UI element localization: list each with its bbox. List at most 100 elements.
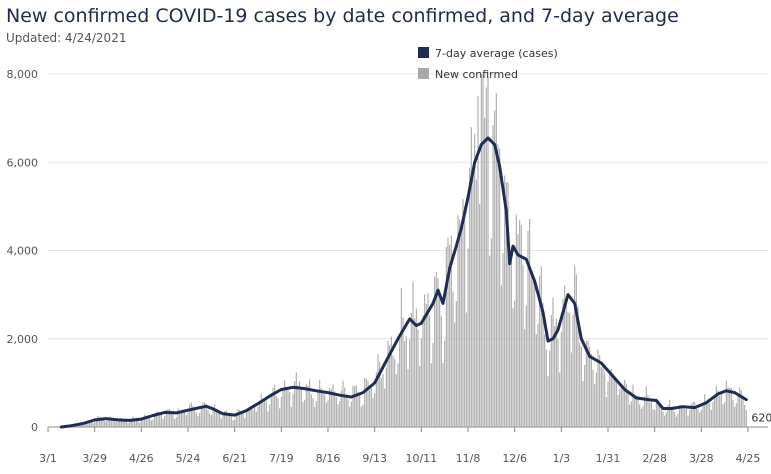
bar-new-confirmed <box>307 385 309 427</box>
x-tick-label: 12/6 <box>502 452 527 465</box>
bar-new-confirmed <box>360 406 362 427</box>
bar-new-confirmed <box>214 404 216 427</box>
bar-new-confirmed <box>450 235 452 427</box>
bar-new-confirmed <box>604 372 606 427</box>
bar-new-confirmed <box>714 395 716 427</box>
x-tick-label: 5/24 <box>176 452 201 465</box>
bar-new-confirmed <box>289 392 291 427</box>
bar-new-confirmed <box>389 345 391 427</box>
bar-new-confirmed <box>590 353 592 427</box>
bar-new-confirmed <box>212 406 214 427</box>
bar-new-confirmed <box>527 230 529 427</box>
bar-new-confirmed <box>259 401 261 427</box>
bar-new-confirmed <box>300 388 302 427</box>
bar-new-confirmed <box>659 403 661 427</box>
bar-new-confirmed <box>275 395 277 427</box>
y-tick-label: 6,000 <box>7 156 39 169</box>
bar-new-confirmed <box>315 401 317 427</box>
bar-new-confirmed <box>737 395 739 427</box>
bar-new-confirmed <box>294 381 296 427</box>
bar-new-confirmed <box>502 253 504 427</box>
bar-new-confirmed <box>392 355 394 427</box>
bar-new-confirmed <box>455 301 457 427</box>
bar-new-confirmed <box>145 415 147 427</box>
bar-new-confirmed <box>117 421 119 427</box>
bar-new-confirmed <box>442 363 444 427</box>
bar-new-confirmed <box>655 398 657 427</box>
bar-new-confirmed <box>627 390 629 427</box>
bar-new-confirmed <box>114 420 116 427</box>
bar-new-confirmed <box>459 219 461 427</box>
bar-new-confirmed <box>199 412 201 427</box>
bar-new-confirmed <box>352 385 354 427</box>
bar-new-confirmed <box>469 167 471 427</box>
bar-new-confirmed <box>514 300 516 427</box>
bar-new-confirmed <box>504 175 506 427</box>
bar-new-confirmed <box>500 285 502 427</box>
bar-new-confirmed <box>217 413 219 427</box>
bar-new-confirmed <box>740 390 742 427</box>
bar-new-confirmed <box>119 419 121 427</box>
bar-new-confirmed <box>170 412 172 427</box>
bar-new-confirmed <box>285 389 287 427</box>
bar-new-confirmed <box>632 384 634 427</box>
bar-new-confirmed <box>414 318 416 427</box>
bar-new-confirmed <box>202 402 204 427</box>
bar-new-confirmed <box>100 420 102 427</box>
bar-new-confirmed <box>252 409 254 427</box>
bar-new-confirmed <box>732 399 734 427</box>
bar-new-confirmed <box>282 388 284 427</box>
bar-new-confirmed <box>400 287 402 427</box>
bar-new-confirmed <box>179 410 181 427</box>
bar-new-confirmed <box>80 424 82 427</box>
bar-new-confirmed <box>219 411 221 427</box>
bar-new-confirmed <box>142 417 144 427</box>
bar-new-confirmed <box>427 293 429 427</box>
x-tick-label: 10/11 <box>405 452 437 465</box>
bar-new-confirmed <box>517 234 519 427</box>
bar-new-confirmed <box>382 374 384 427</box>
bar-new-confirmed <box>719 395 721 427</box>
bar-new-confirmed <box>437 277 439 427</box>
bar-new-confirmed <box>505 182 507 427</box>
x-tick-label: 2/28 <box>642 452 667 465</box>
bar-new-confirmed <box>482 74 484 427</box>
x-tick-label: 9/13 <box>362 452 387 465</box>
bar-new-confirmed <box>90 421 92 427</box>
bar-new-confirmed <box>195 412 197 427</box>
bar-new-confirmed <box>539 275 541 427</box>
bar-new-confirmed <box>200 405 202 427</box>
bar-new-confirmed <box>332 384 334 427</box>
bar-new-confirmed <box>549 350 551 427</box>
bar-new-confirmed <box>582 381 584 427</box>
bar-new-confirmed <box>242 411 244 427</box>
y-tick-label: 8,000 <box>7 68 39 81</box>
bar-new-confirmed <box>657 399 659 427</box>
bar-new-confirmed <box>325 402 327 427</box>
bar-new-confirmed <box>594 384 596 427</box>
bar-new-confirmed <box>667 404 669 427</box>
bar-new-confirmed <box>605 397 607 427</box>
bar-new-confirmed <box>267 411 269 427</box>
bar-new-confirmed <box>515 214 517 427</box>
bar-new-confirmed <box>412 281 414 427</box>
bar-new-confirmed <box>165 409 167 427</box>
bar-new-confirmed <box>167 408 169 427</box>
bar-new-confirmed <box>647 395 649 427</box>
bar-new-confirmed <box>310 394 312 427</box>
bar-new-confirmed <box>192 405 194 427</box>
bar-new-confirmed <box>682 405 684 427</box>
bar-new-confirmed <box>449 244 451 427</box>
bar-new-confirmed <box>314 406 316 427</box>
bar-new-confirmed <box>619 389 621 427</box>
bar-new-confirmed <box>462 199 464 427</box>
bar-new-confirmed <box>499 148 501 428</box>
bar-new-confirmed <box>537 323 539 427</box>
bar-new-confirmed <box>492 125 494 428</box>
bar-new-confirmed <box>687 415 689 427</box>
bar-new-confirmed <box>125 420 127 427</box>
bar-new-confirmed <box>149 418 151 427</box>
bar-new-confirmed <box>174 418 176 427</box>
bar-new-confirmed <box>309 379 311 427</box>
